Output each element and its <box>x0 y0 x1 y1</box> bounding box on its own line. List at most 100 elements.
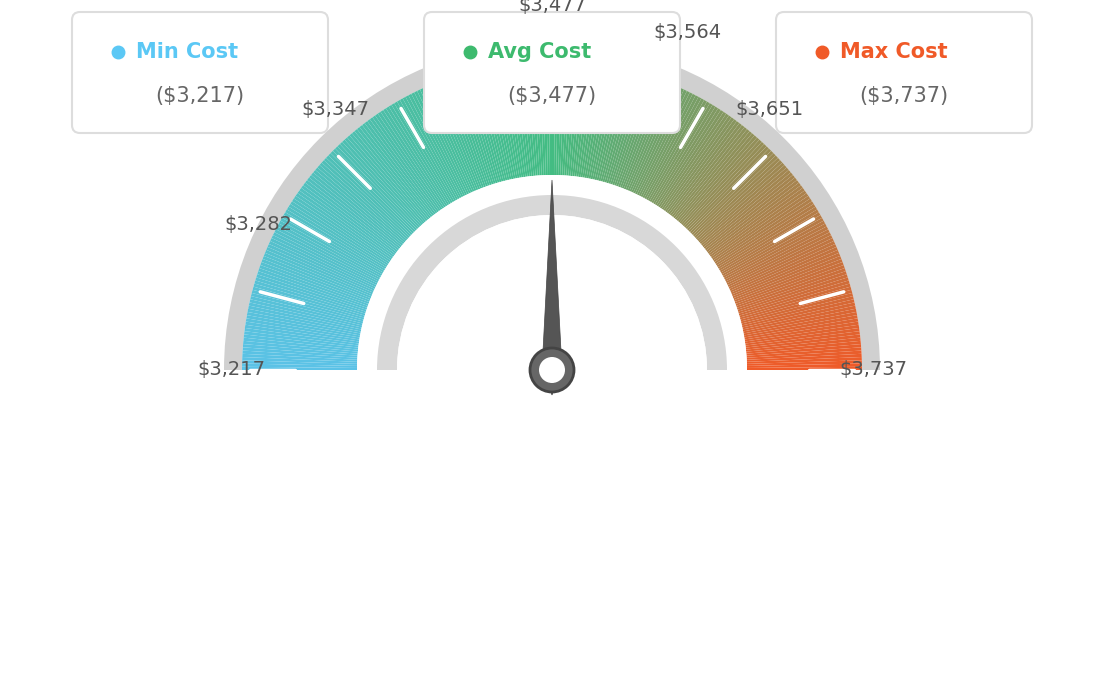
Wedge shape <box>661 114 729 210</box>
Wedge shape <box>360 125 433 217</box>
Wedge shape <box>714 199 811 264</box>
Wedge shape <box>747 360 862 366</box>
Wedge shape <box>242 357 358 364</box>
Wedge shape <box>721 215 822 274</box>
Wedge shape <box>242 354 358 362</box>
Wedge shape <box>330 151 414 234</box>
Wedge shape <box>372 115 440 211</box>
Wedge shape <box>678 133 754 222</box>
Wedge shape <box>307 177 400 250</box>
Wedge shape <box>614 76 654 186</box>
Wedge shape <box>684 142 764 228</box>
Wedge shape <box>321 160 408 239</box>
Wedge shape <box>588 66 614 179</box>
Wedge shape <box>254 280 365 315</box>
Wedge shape <box>323 158 410 238</box>
Wedge shape <box>253 286 364 319</box>
Wedge shape <box>305 180 397 252</box>
Wedge shape <box>247 312 360 335</box>
Wedge shape <box>604 72 638 183</box>
Wedge shape <box>682 139 762 226</box>
Wedge shape <box>673 127 747 219</box>
Wedge shape <box>626 83 672 190</box>
Text: ($3,477): ($3,477) <box>508 86 596 106</box>
Wedge shape <box>507 63 526 177</box>
Wedge shape <box>692 155 778 237</box>
Text: ($3,737): ($3,737) <box>859 86 948 106</box>
Wedge shape <box>746 347 861 357</box>
Wedge shape <box>297 190 393 259</box>
Wedge shape <box>243 344 358 356</box>
Wedge shape <box>354 129 429 219</box>
Text: Min Cost: Min Cost <box>136 41 238 61</box>
Wedge shape <box>649 101 710 202</box>
Text: ($3,217): ($3,217) <box>156 86 245 106</box>
Wedge shape <box>539 60 545 175</box>
Wedge shape <box>560 60 569 175</box>
Wedge shape <box>643 95 699 198</box>
Wedge shape <box>251 296 362 326</box>
Wedge shape <box>744 322 859 342</box>
Wedge shape <box>357 127 431 219</box>
Wedge shape <box>284 213 384 273</box>
Wedge shape <box>713 196 810 262</box>
Wedge shape <box>578 63 597 177</box>
Wedge shape <box>591 66 616 179</box>
Text: $3,737: $3,737 <box>839 360 907 380</box>
Wedge shape <box>493 65 518 179</box>
Wedge shape <box>280 218 382 276</box>
Wedge shape <box>746 357 862 364</box>
Wedge shape <box>745 328 860 346</box>
Wedge shape <box>711 190 807 259</box>
Wedge shape <box>601 70 633 181</box>
Wedge shape <box>426 86 475 192</box>
Wedge shape <box>290 201 389 266</box>
Wedge shape <box>256 274 367 312</box>
Wedge shape <box>242 367 357 370</box>
Wedge shape <box>640 94 696 197</box>
Wedge shape <box>274 229 379 284</box>
Wedge shape <box>248 302 362 329</box>
Wedge shape <box>545 60 550 175</box>
Wedge shape <box>613 75 651 185</box>
Wedge shape <box>634 88 684 194</box>
Wedge shape <box>725 229 830 284</box>
Wedge shape <box>556 60 562 175</box>
Wedge shape <box>730 241 836 290</box>
Wedge shape <box>251 293 363 324</box>
Wedge shape <box>265 250 372 296</box>
Wedge shape <box>381 110 446 208</box>
Wedge shape <box>618 79 660 187</box>
Wedge shape <box>725 226 828 282</box>
Wedge shape <box>611 75 648 184</box>
Wedge shape <box>243 337 358 352</box>
Wedge shape <box>739 277 849 314</box>
Wedge shape <box>722 218 824 276</box>
Wedge shape <box>620 79 664 188</box>
Wedge shape <box>635 90 687 195</box>
Wedge shape <box>741 293 853 324</box>
Wedge shape <box>450 76 490 186</box>
Wedge shape <box>488 66 513 179</box>
Wedge shape <box>262 259 370 302</box>
Wedge shape <box>336 146 417 230</box>
Wedge shape <box>485 67 511 179</box>
Wedge shape <box>417 90 469 195</box>
Wedge shape <box>697 163 785 241</box>
Wedge shape <box>412 92 465 196</box>
Wedge shape <box>405 95 461 198</box>
Wedge shape <box>277 224 380 279</box>
Wedge shape <box>731 247 838 295</box>
Wedge shape <box>746 351 861 359</box>
Wedge shape <box>456 75 493 184</box>
Wedge shape <box>637 91 690 195</box>
Wedge shape <box>687 146 768 230</box>
Text: $3,217: $3,217 <box>197 360 265 380</box>
Wedge shape <box>242 364 357 368</box>
Wedge shape <box>737 274 848 312</box>
Wedge shape <box>744 318 858 339</box>
Wedge shape <box>566 61 577 176</box>
Wedge shape <box>741 290 852 322</box>
Wedge shape <box>736 271 847 310</box>
Text: $3,651: $3,651 <box>735 100 803 119</box>
